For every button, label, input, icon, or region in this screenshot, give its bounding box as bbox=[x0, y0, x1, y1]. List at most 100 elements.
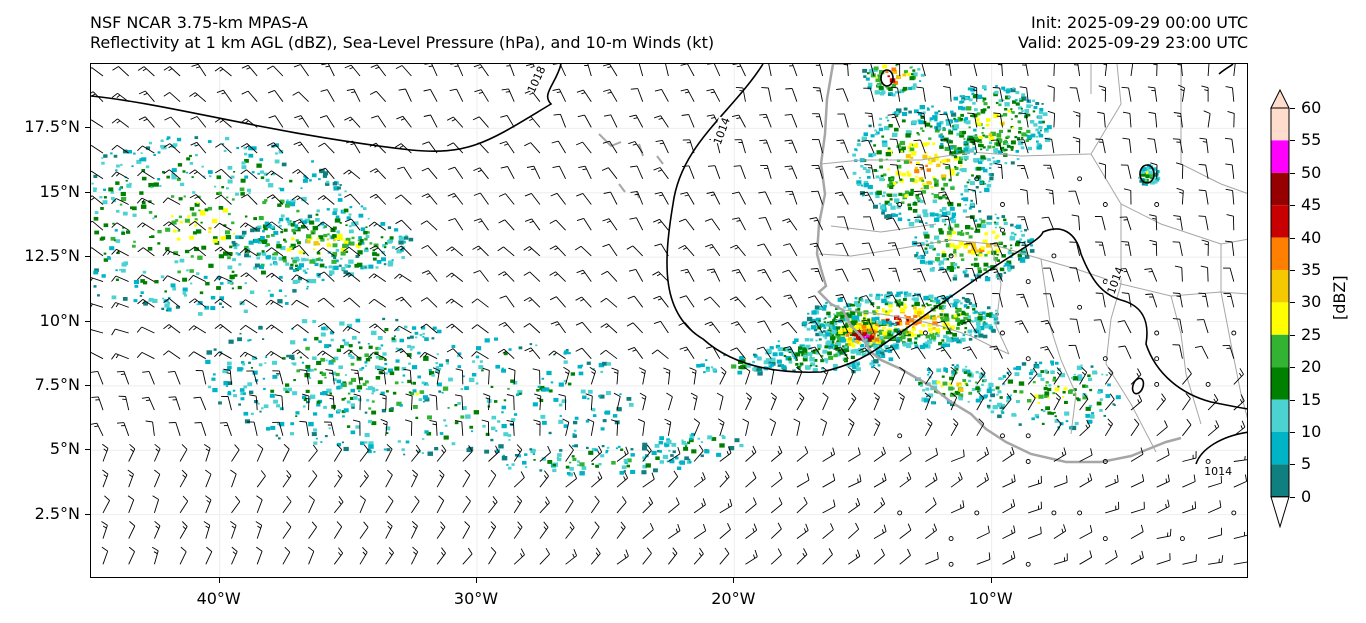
wind-barb bbox=[859, 295, 875, 308]
reflectivity-cell bbox=[868, 199, 871, 201]
reflectivity-cell bbox=[381, 251, 385, 254]
wind-barb bbox=[111, 248, 129, 257]
wind-barb bbox=[809, 242, 824, 257]
reflectivity-cell bbox=[343, 240, 349, 245]
reflectivity-cell bbox=[227, 279, 233, 284]
wind-barb bbox=[577, 114, 592, 128]
reflectivity-cell bbox=[1010, 118, 1013, 121]
reflectivity-cell bbox=[336, 442, 341, 447]
reflectivity-cell bbox=[920, 168, 923, 171]
reflectivity-cell bbox=[734, 438, 740, 443]
reflectivity-cell bbox=[878, 202, 881, 205]
reflectivity-cell bbox=[1023, 252, 1028, 256]
wind-barb bbox=[1208, 555, 1224, 565]
reflectivity-cell bbox=[960, 113, 964, 117]
reflectivity-cell bbox=[290, 222, 296, 227]
wind-barb bbox=[138, 90, 155, 102]
wind-barb bbox=[1194, 345, 1209, 359]
reflectivity-cell bbox=[947, 238, 951, 241]
wind-barb bbox=[1027, 367, 1038, 385]
reflectivity-cell bbox=[896, 108, 902, 113]
reflectivity-cell bbox=[934, 217, 940, 222]
reflectivity-cell bbox=[896, 205, 901, 209]
reflectivity-cell bbox=[1051, 363, 1054, 366]
reflectivity-cell bbox=[134, 284, 139, 288]
reflectivity-cell bbox=[337, 233, 343, 238]
calm-wind-marker bbox=[1154, 356, 1160, 362]
reflectivity-cell bbox=[1025, 134, 1028, 137]
reflectivity-cell bbox=[547, 460, 553, 464]
wind-barb bbox=[899, 446, 912, 462]
wind-barb bbox=[473, 270, 489, 282]
wind-barb bbox=[241, 64, 258, 77]
reflectivity-cell bbox=[923, 250, 928, 254]
colorbar-tick-mark bbox=[1290, 140, 1295, 142]
reflectivity-cell bbox=[248, 240, 254, 245]
reflectivity-cell bbox=[642, 442, 648, 447]
wind-barb bbox=[179, 546, 187, 565]
reflectivity-cell bbox=[301, 196, 307, 202]
reflectivity-cell bbox=[323, 226, 327, 229]
reflectivity-cell bbox=[935, 257, 940, 261]
reflectivity-cell bbox=[591, 447, 596, 451]
reflectivity-cell bbox=[906, 331, 909, 334]
reflectivity-cell bbox=[932, 199, 938, 204]
reflectivity-cell bbox=[1041, 120, 1045, 124]
reflectivity-cell bbox=[960, 319, 966, 324]
reflectivity-cell bbox=[157, 229, 162, 234]
reflectivity-cell bbox=[931, 380, 938, 385]
reflectivity-cell bbox=[303, 175, 307, 178]
reflectivity-cell bbox=[889, 181, 892, 184]
reflectivity-cell bbox=[326, 238, 330, 241]
reflectivity-cell bbox=[890, 177, 894, 181]
wind-barb bbox=[539, 445, 552, 462]
reflectivity-cell bbox=[863, 314, 867, 317]
reflectivity-cell bbox=[889, 185, 894, 189]
reflectivity-cell bbox=[457, 354, 461, 357]
reflectivity-cell bbox=[309, 394, 316, 399]
isobar-low-center-north bbox=[880, 69, 894, 87]
wind-barb bbox=[168, 396, 181, 411]
reflectivity-cell bbox=[371, 392, 374, 395]
reflectivity-cell bbox=[869, 191, 874, 195]
calm-wind-marker bbox=[948, 561, 954, 567]
reflectivity-cell bbox=[818, 306, 823, 310]
reflectivity-cell bbox=[243, 411, 249, 416]
reflectivity-cell bbox=[171, 215, 174, 218]
wind-barb bbox=[282, 470, 292, 488]
reflectivity-cell bbox=[278, 421, 285, 427]
reflectivity-cell bbox=[151, 235, 155, 238]
reflectivity-cell bbox=[1048, 384, 1052, 387]
reflectivity-cell bbox=[1046, 125, 1052, 130]
wind-barb bbox=[837, 216, 849, 231]
reflectivity-cell bbox=[1002, 382, 1006, 386]
reflectivity-cell bbox=[971, 241, 976, 246]
wind-barb bbox=[292, 244, 309, 257]
reflectivity-cell bbox=[873, 169, 877, 172]
reflectivity-cell bbox=[422, 336, 425, 338]
reflectivity-cell bbox=[153, 154, 156, 156]
reflectivity-cell bbox=[932, 299, 937, 303]
reflectivity-cell bbox=[927, 373, 930, 376]
wind-barb bbox=[1002, 393, 1012, 411]
wind-barb bbox=[163, 143, 181, 154]
reflectivity-cell bbox=[893, 193, 898, 197]
wind-barb bbox=[524, 116, 541, 128]
reflectivity-cell bbox=[289, 179, 293, 183]
reflectivity-cell bbox=[990, 393, 995, 398]
reflectivity-cell bbox=[826, 311, 831, 316]
reflectivity-cell bbox=[854, 333, 859, 337]
reflectivity-cell bbox=[592, 414, 597, 417]
wind-barb bbox=[203, 521, 211, 539]
reflectivity-cell bbox=[315, 437, 318, 440]
reflectivity-cell bbox=[188, 222, 191, 225]
wind-barb bbox=[1002, 499, 1016, 514]
reflectivity-cell bbox=[986, 183, 992, 188]
reflectivity-cell bbox=[812, 368, 818, 373]
reflectivity-cell bbox=[903, 159, 910, 164]
reflectivity-cell bbox=[917, 200, 920, 203]
reflectivity-cell bbox=[472, 360, 476, 363]
reflectivity-cell bbox=[199, 291, 204, 295]
reflectivity-cell bbox=[923, 213, 929, 218]
reflectivity-cell bbox=[503, 432, 509, 437]
